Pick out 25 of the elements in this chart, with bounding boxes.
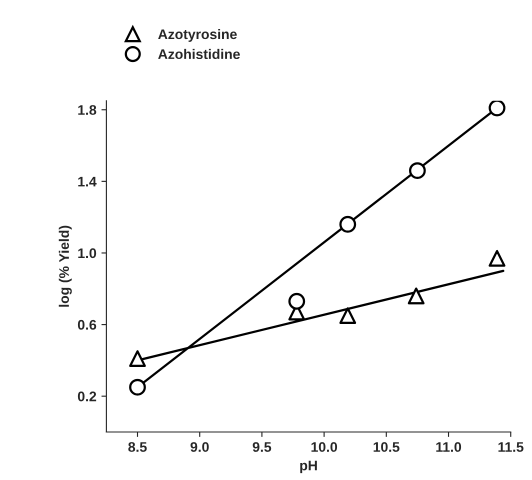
- legend-label: Azotyrosine: [158, 28, 237, 42]
- x-tick-label: 11.5: [498, 442, 524, 452]
- y-tick-label: 0.2: [78, 392, 96, 402]
- point: [488, 100, 506, 116]
- y-axis-title: log (% Yield): [58, 226, 72, 307]
- x-tick-label: 8.5: [128, 442, 147, 452]
- legend-label: Azohistidine: [158, 48, 240, 60]
- point: [288, 292, 306, 310]
- x-tick-label: 11.0: [436, 442, 462, 452]
- x-tick-label: 9.5: [252, 442, 272, 452]
- x-tick-label: 10.0: [311, 442, 338, 452]
- y-tick-label: 1.0: [78, 248, 96, 258]
- x-tick-label: 10.5: [374, 442, 400, 452]
- point: [339, 307, 356, 324]
- y-tick-label: 0.6: [78, 320, 96, 330]
- point: [409, 162, 426, 180]
- point: [129, 378, 146, 396]
- point: [408, 288, 425, 304]
- y-tick-label: 1.4: [78, 176, 97, 186]
- x-axis-title: pH: [300, 460, 317, 474]
- y-tick-label: 1.8: [78, 105, 96, 115]
- x-tick-label: 9.0: [190, 442, 209, 452]
- point: [129, 350, 146, 367]
- point: [488, 250, 506, 267]
- point: [339, 216, 356, 233]
